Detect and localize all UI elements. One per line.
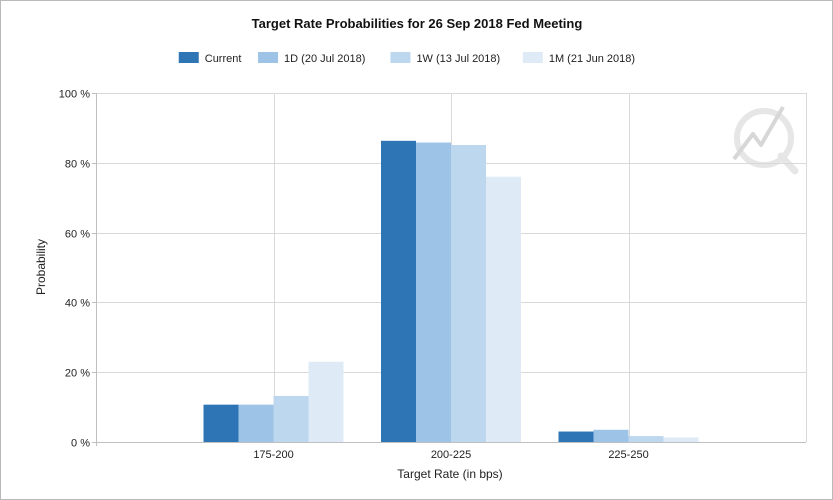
axes: 0 % 20 % 40 % 60 % 80 % 100 % 175-200 200-225 22… [59, 89, 806, 461]
bar-200-225-3 [451, 145, 486, 442]
y-tick-label: 60 % [65, 229, 90, 241]
bar-200-225-2 [416, 142, 451, 443]
chart-title: Target Rate Probabilities for 26 Sep 201… [252, 16, 583, 31]
legend-swatch [178, 52, 199, 63]
y-tick-label: 40 % [65, 298, 90, 310]
bar-225-250-2 [593, 429, 629, 442]
legend-label: 1M (21 Jun 2018) [549, 53, 635, 65]
y-tick-label: 0 % [71, 438, 90, 450]
bars [203, 140, 699, 443]
x-tick-label: 225-250 [608, 449, 648, 461]
legend-swatch [258, 52, 279, 63]
y-tick-label: 20 % [65, 368, 90, 380]
x-tick-label: 200-225 [431, 449, 471, 461]
x-tick-label: 175-200 [253, 449, 293, 461]
bar-225-250-3 [628, 436, 664, 442]
legend-swatch [522, 52, 543, 63]
legend-label: Current [205, 53, 242, 65]
bar-200-225-1 [381, 140, 416, 443]
legend: Current 1D (20 Jul 2018) 1W (13 Jul 2018) 1… [178, 52, 635, 65]
watermark-ring [734, 108, 794, 168]
legend-label: 1D (20 Jul 2018) [284, 53, 365, 65]
y-tick-label: 80 % [65, 159, 90, 171]
y-tick-label: 100 % [59, 89, 90, 101]
bar-225-250-1 [558, 431, 594, 442]
bar-225-250-4 [663, 437, 699, 442]
bar-175-200-4 [308, 361, 344, 442]
y-axis-label: Probability [34, 239, 48, 295]
bar-175-200-1 [203, 404, 239, 442]
watermark-bolt [732, 105, 785, 161]
bar-200-225-4 [486, 176, 521, 442]
x-axis-label: Target Rate (in bps) [397, 467, 502, 481]
watermark-logo [732, 105, 799, 175]
bar-175-200-2 [238, 404, 274, 442]
legend-label: 1W (13 Jul 2018) [416, 53, 500, 65]
bar-175-200-3 [273, 395, 309, 442]
legend-swatch [390, 52, 411, 63]
